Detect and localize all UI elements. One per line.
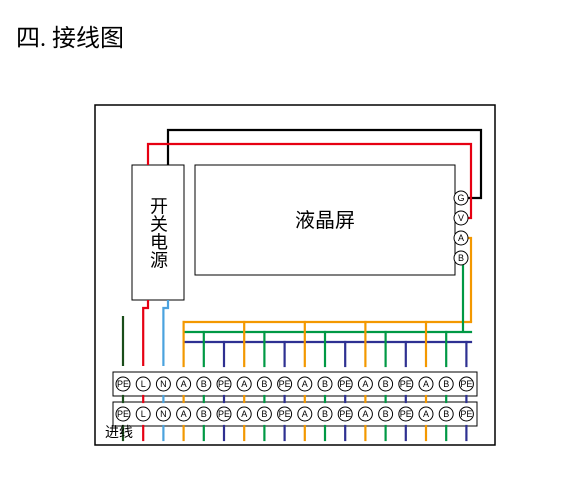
svg-text:A: A [302, 409, 308, 419]
svg-text:N: N [160, 409, 167, 419]
svg-text:PE: PE [218, 379, 230, 389]
svg-text:PE: PE [400, 409, 412, 419]
svg-text:B: B [261, 379, 267, 389]
svg-text:PE: PE [279, 379, 291, 389]
svg-text:开关电源: 开关电源 [148, 197, 168, 270]
svg-text:A: A [241, 379, 247, 389]
svg-text:B: B [383, 379, 389, 389]
svg-text:进线: 进线 [105, 425, 133, 441]
svg-text:A: A [181, 379, 187, 389]
section-title: 四. 接线图 [16, 18, 124, 53]
svg-text:A: A [302, 379, 308, 389]
svg-text:B: B [201, 409, 207, 419]
svg-text:A: A [423, 409, 429, 419]
svg-text:PE: PE [117, 379, 129, 389]
wiring-diagram: 开关电源液晶屏GVABPELNABPEABPEABPEABPEABPEPELNA… [90, 100, 500, 450]
svg-text:PE: PE [460, 379, 472, 389]
svg-text:N: N [160, 379, 167, 389]
svg-text:PE: PE [117, 409, 129, 419]
svg-text:G: G [457, 193, 464, 203]
svg-text:A: A [181, 409, 187, 419]
svg-text:B: B [443, 379, 449, 389]
svg-text:B: B [201, 379, 207, 389]
svg-text:A: A [458, 233, 464, 243]
svg-text:PE: PE [339, 379, 351, 389]
svg-text:L: L [141, 379, 146, 389]
svg-text:PE: PE [218, 409, 230, 419]
svg-text:B: B [443, 409, 449, 419]
svg-text:PE: PE [400, 379, 412, 389]
svg-text:B: B [322, 409, 328, 419]
svg-text:A: A [362, 409, 368, 419]
svg-text:A: A [241, 409, 247, 419]
svg-text:A: A [362, 379, 368, 389]
svg-text:L: L [141, 409, 146, 419]
svg-text:PE: PE [279, 409, 291, 419]
svg-text:B: B [261, 409, 267, 419]
svg-text:A: A [423, 379, 429, 389]
svg-text:PE: PE [460, 409, 472, 419]
svg-text:V: V [458, 213, 464, 223]
svg-text:PE: PE [339, 409, 351, 419]
svg-text:B: B [322, 379, 328, 389]
svg-text:B: B [458, 253, 464, 263]
svg-text:B: B [383, 409, 389, 419]
svg-text:液晶屏: 液晶屏 [295, 209, 355, 232]
